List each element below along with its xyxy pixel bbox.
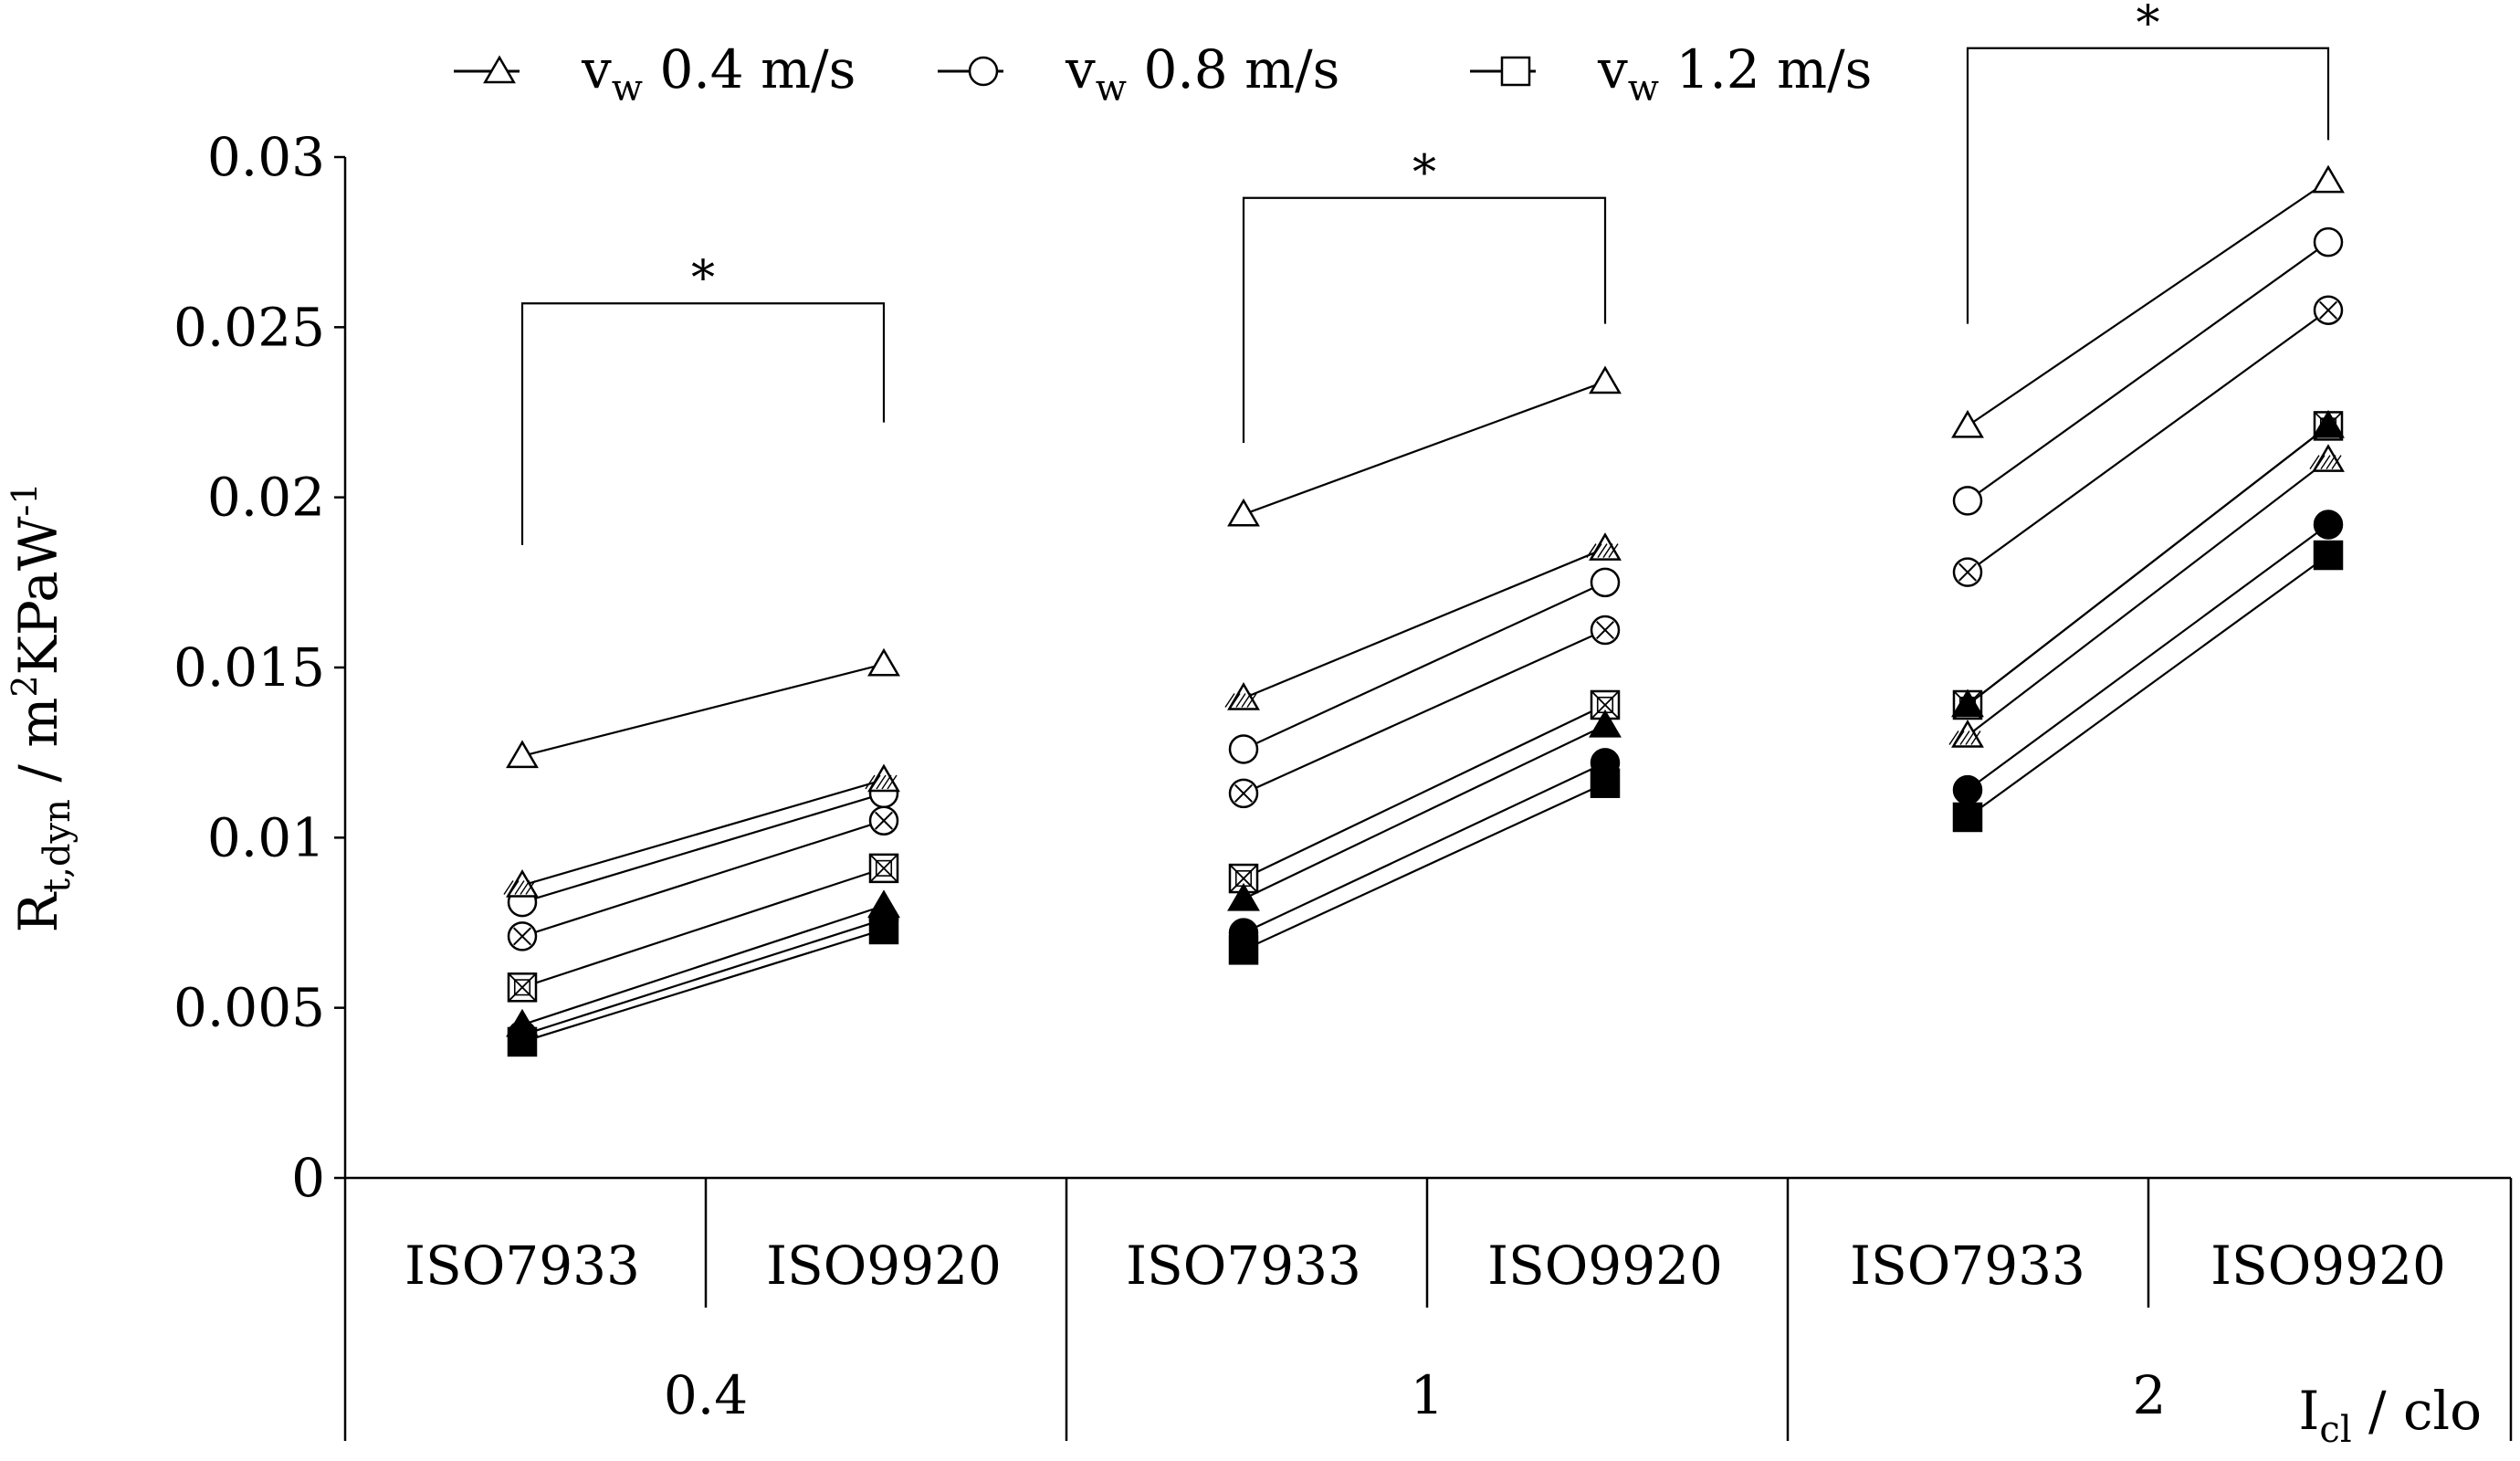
y-axis: 0 0.005 0.01 0.015 0.02 0.025 0.03 bbox=[173, 126, 345, 1209]
legend-label: vw 1.2 m/s bbox=[1597, 38, 1872, 110]
series-line bbox=[1968, 555, 2328, 817]
data-point bbox=[869, 650, 898, 675]
y-axis-title: Rt,dyn / m2KPaW-1 bbox=[5, 482, 79, 932]
series-line bbox=[1244, 783, 1605, 951]
data-point bbox=[508, 742, 537, 767]
legend-item: vw 0.8 m/s bbox=[938, 38, 1339, 110]
data-point bbox=[1949, 722, 1982, 747]
data-point bbox=[1591, 368, 1620, 393]
series-line bbox=[1968, 460, 2328, 736]
significance-star: * bbox=[691, 251, 715, 306]
data-point bbox=[870, 916, 898, 943]
series-line bbox=[1968, 310, 2328, 573]
y-tick-label: 0.005 bbox=[173, 977, 325, 1039]
data-point bbox=[1230, 780, 1257, 807]
x-category-label: ISO7933 bbox=[1126, 1235, 1361, 1297]
x-group-label: 1 bbox=[1411, 1364, 1444, 1426]
y-tick-label: 0 bbox=[291, 1147, 325, 1209]
legend-item: vw 1.2 m/s bbox=[1470, 38, 1872, 110]
significance-star: * bbox=[2137, 0, 2160, 51]
series-line bbox=[1968, 242, 2328, 500]
data-point bbox=[1502, 58, 1529, 85]
significance-bracket bbox=[1968, 48, 2328, 324]
data-point bbox=[970, 58, 997, 85]
data-point bbox=[1954, 559, 1981, 586]
x-category-label: ISO9920 bbox=[2210, 1235, 2446, 1297]
data-point bbox=[1591, 770, 1619, 797]
series bbox=[508, 167, 2343, 767]
series-line bbox=[522, 664, 884, 756]
x-group-label: 0.4 bbox=[664, 1364, 748, 1426]
legend: vw 0.4 m/s vw 0.8 m/s vw 1.2 m/s bbox=[454, 38, 1872, 110]
series-line bbox=[1244, 583, 1605, 750]
data-point bbox=[1225, 685, 1258, 709]
data-point bbox=[509, 973, 536, 1001]
data-point bbox=[1954, 776, 1981, 804]
series-line bbox=[522, 920, 884, 1035]
series bbox=[509, 510, 2342, 1048]
data-point bbox=[1230, 936, 1257, 963]
series bbox=[509, 541, 2342, 1056]
series-line bbox=[1968, 181, 2328, 426]
legend-label: vw 0.8 m/s bbox=[1065, 38, 1339, 110]
data-point bbox=[504, 872, 537, 897]
data-point bbox=[1591, 616, 1619, 644]
x-axis-title: Icl / clo bbox=[2299, 1380, 2483, 1451]
significance-bracket bbox=[1244, 198, 1605, 443]
data-point bbox=[1953, 412, 1982, 436]
data-point bbox=[1229, 500, 1258, 525]
series-line bbox=[1244, 762, 1605, 932]
series-lines bbox=[504, 167, 2343, 1056]
legend-label: vw 0.4 m/s bbox=[581, 38, 856, 110]
series-line bbox=[1244, 549, 1605, 699]
series-line bbox=[522, 821, 884, 937]
legend-item: vw 0.4 m/s bbox=[454, 38, 856, 110]
series-line bbox=[1244, 705, 1605, 878]
x-category-label: ISO7933 bbox=[404, 1235, 640, 1297]
data-point bbox=[2315, 228, 2342, 256]
y-tick-label: 0.015 bbox=[173, 636, 325, 699]
significance-star: * bbox=[1412, 146, 1436, 201]
series-line bbox=[1244, 382, 1605, 514]
series-line bbox=[522, 906, 884, 1025]
data-point bbox=[1591, 569, 1619, 596]
series bbox=[508, 412, 2343, 1035]
y-tick-label: 0.02 bbox=[207, 467, 325, 529]
x-category-label: ISO9920 bbox=[766, 1235, 1002, 1297]
series-line bbox=[522, 930, 884, 1042]
data-point bbox=[866, 766, 898, 791]
x-category-label: ISO9920 bbox=[1487, 1235, 1723, 1297]
series-line bbox=[1244, 725, 1605, 899]
data-point bbox=[2310, 447, 2343, 471]
data-point bbox=[870, 855, 898, 882]
data-point bbox=[1230, 735, 1257, 762]
y-tick-label: 0.025 bbox=[173, 296, 325, 358]
y-tick-label: 0.03 bbox=[207, 126, 325, 188]
y-tick-label: 0.01 bbox=[207, 806, 325, 868]
data-point bbox=[870, 807, 898, 835]
series bbox=[509, 228, 2342, 916]
x-axis: ISO7933 ISO9920 0.4 ISO7933 ISO9920 1 ISO7933 I… bbox=[345, 1178, 2511, 1441]
data-point bbox=[2315, 297, 2342, 324]
data-point bbox=[1954, 804, 1981, 831]
data-point bbox=[1954, 487, 1981, 514]
data-point bbox=[2315, 510, 2342, 538]
data-point bbox=[2314, 167, 2343, 192]
series bbox=[504, 447, 2343, 897]
x-group-label: 2 bbox=[2133, 1364, 2167, 1426]
x-category-label: ISO7933 bbox=[1850, 1235, 2085, 1297]
data-point bbox=[1587, 535, 1620, 560]
data-point bbox=[509, 922, 536, 950]
significance-bracket bbox=[522, 303, 884, 545]
data-point bbox=[2315, 541, 2342, 569]
series-line bbox=[1244, 630, 1605, 794]
data-point bbox=[509, 1028, 536, 1056]
series-line bbox=[522, 780, 884, 886]
